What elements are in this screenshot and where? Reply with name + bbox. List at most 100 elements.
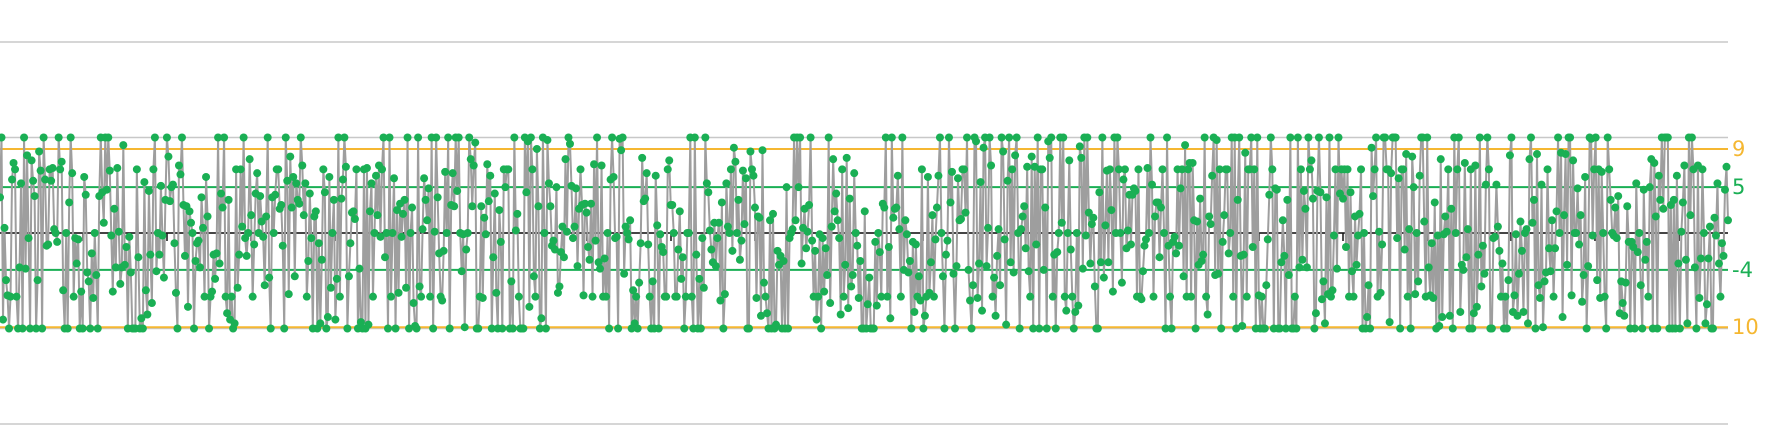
data-point (1105, 165, 1114, 174)
data-point (1117, 278, 1126, 287)
data-point (140, 178, 149, 187)
data-point (1272, 185, 1281, 194)
data-point (316, 319, 325, 328)
data-point (1427, 239, 1436, 248)
data-point (699, 283, 708, 292)
data-point (1062, 306, 1071, 315)
data-point (203, 212, 212, 221)
data-point (692, 250, 701, 259)
data-point (553, 288, 562, 297)
data-point (423, 216, 432, 225)
data-point (1334, 133, 1343, 142)
data-point (788, 225, 797, 234)
data-point (1348, 267, 1357, 276)
data-point (528, 165, 537, 174)
data-point (587, 199, 596, 208)
data-point (1420, 217, 1429, 226)
data-point (484, 197, 493, 206)
data-point (432, 133, 441, 142)
data-point (1575, 240, 1584, 249)
data-point (734, 195, 743, 204)
data-point (1480, 269, 1489, 278)
data-point (125, 232, 134, 241)
data-point (1187, 292, 1196, 301)
data-point (701, 133, 710, 142)
data-point (949, 269, 958, 278)
data-point (716, 296, 725, 305)
data-point (381, 253, 389, 262)
data-point (1166, 292, 1175, 301)
data-point (1120, 165, 1129, 174)
data-point (562, 227, 571, 236)
data-point (624, 235, 633, 244)
data-point (325, 172, 334, 181)
data-point (806, 133, 815, 142)
data-point (1305, 165, 1314, 174)
data-point (1636, 281, 1645, 290)
data-point (244, 229, 253, 237)
data-point (134, 253, 143, 262)
data-point (62, 229, 71, 237)
data-point (245, 155, 254, 164)
data-point (496, 237, 505, 246)
data-point (266, 324, 275, 333)
data-point (1653, 324, 1662, 333)
data-point (104, 133, 113, 142)
data-point (302, 292, 311, 301)
data-point (1301, 204, 1310, 213)
data-point (235, 250, 244, 259)
data-point (1302, 263, 1311, 272)
data-point (935, 133, 944, 142)
data-point (1531, 324, 1540, 333)
data-point (1212, 136, 1221, 145)
data-point (1498, 259, 1507, 268)
data-point (391, 324, 400, 333)
data-point (1678, 198, 1687, 207)
data-point (1552, 207, 1561, 216)
data-point (290, 272, 299, 281)
data-point (39, 133, 48, 142)
data-point (750, 203, 759, 212)
data-point (759, 278, 768, 287)
data-point (1599, 229, 1608, 237)
data-point (1215, 165, 1224, 174)
data-point (1047, 133, 1056, 142)
data-point (1391, 133, 1400, 142)
data-point (1029, 324, 1038, 333)
data-point (573, 262, 582, 271)
data-point (382, 229, 391, 237)
data-point (763, 309, 771, 318)
data-point (766, 216, 775, 225)
data-point (471, 138, 480, 147)
data-point (572, 184, 580, 193)
data-point (1516, 217, 1525, 226)
data-point (869, 324, 878, 333)
data-point (1567, 291, 1576, 300)
data-point (979, 143, 988, 152)
data-point (1054, 229, 1063, 237)
data-point (1208, 171, 1217, 180)
data-point (832, 189, 841, 198)
data-point (884, 243, 893, 252)
data-point (969, 281, 978, 290)
data-point (1354, 231, 1363, 240)
data-point (492, 288, 501, 297)
data-point (138, 324, 147, 333)
data-point (817, 324, 826, 333)
data-point (480, 213, 489, 222)
data-point (824, 133, 833, 142)
data-point (156, 181, 165, 190)
data-point (895, 225, 904, 234)
data-point (1284, 271, 1293, 280)
data-point (526, 133, 535, 142)
data-point (1286, 133, 1295, 142)
data-point (963, 133, 972, 142)
data-point (332, 274, 341, 283)
data-point (892, 203, 901, 212)
data-point (950, 324, 959, 333)
data-point (582, 208, 591, 217)
data-point (654, 324, 663, 333)
data-point (853, 241, 862, 250)
data-point (1293, 133, 1302, 142)
data-point (1710, 213, 1719, 222)
